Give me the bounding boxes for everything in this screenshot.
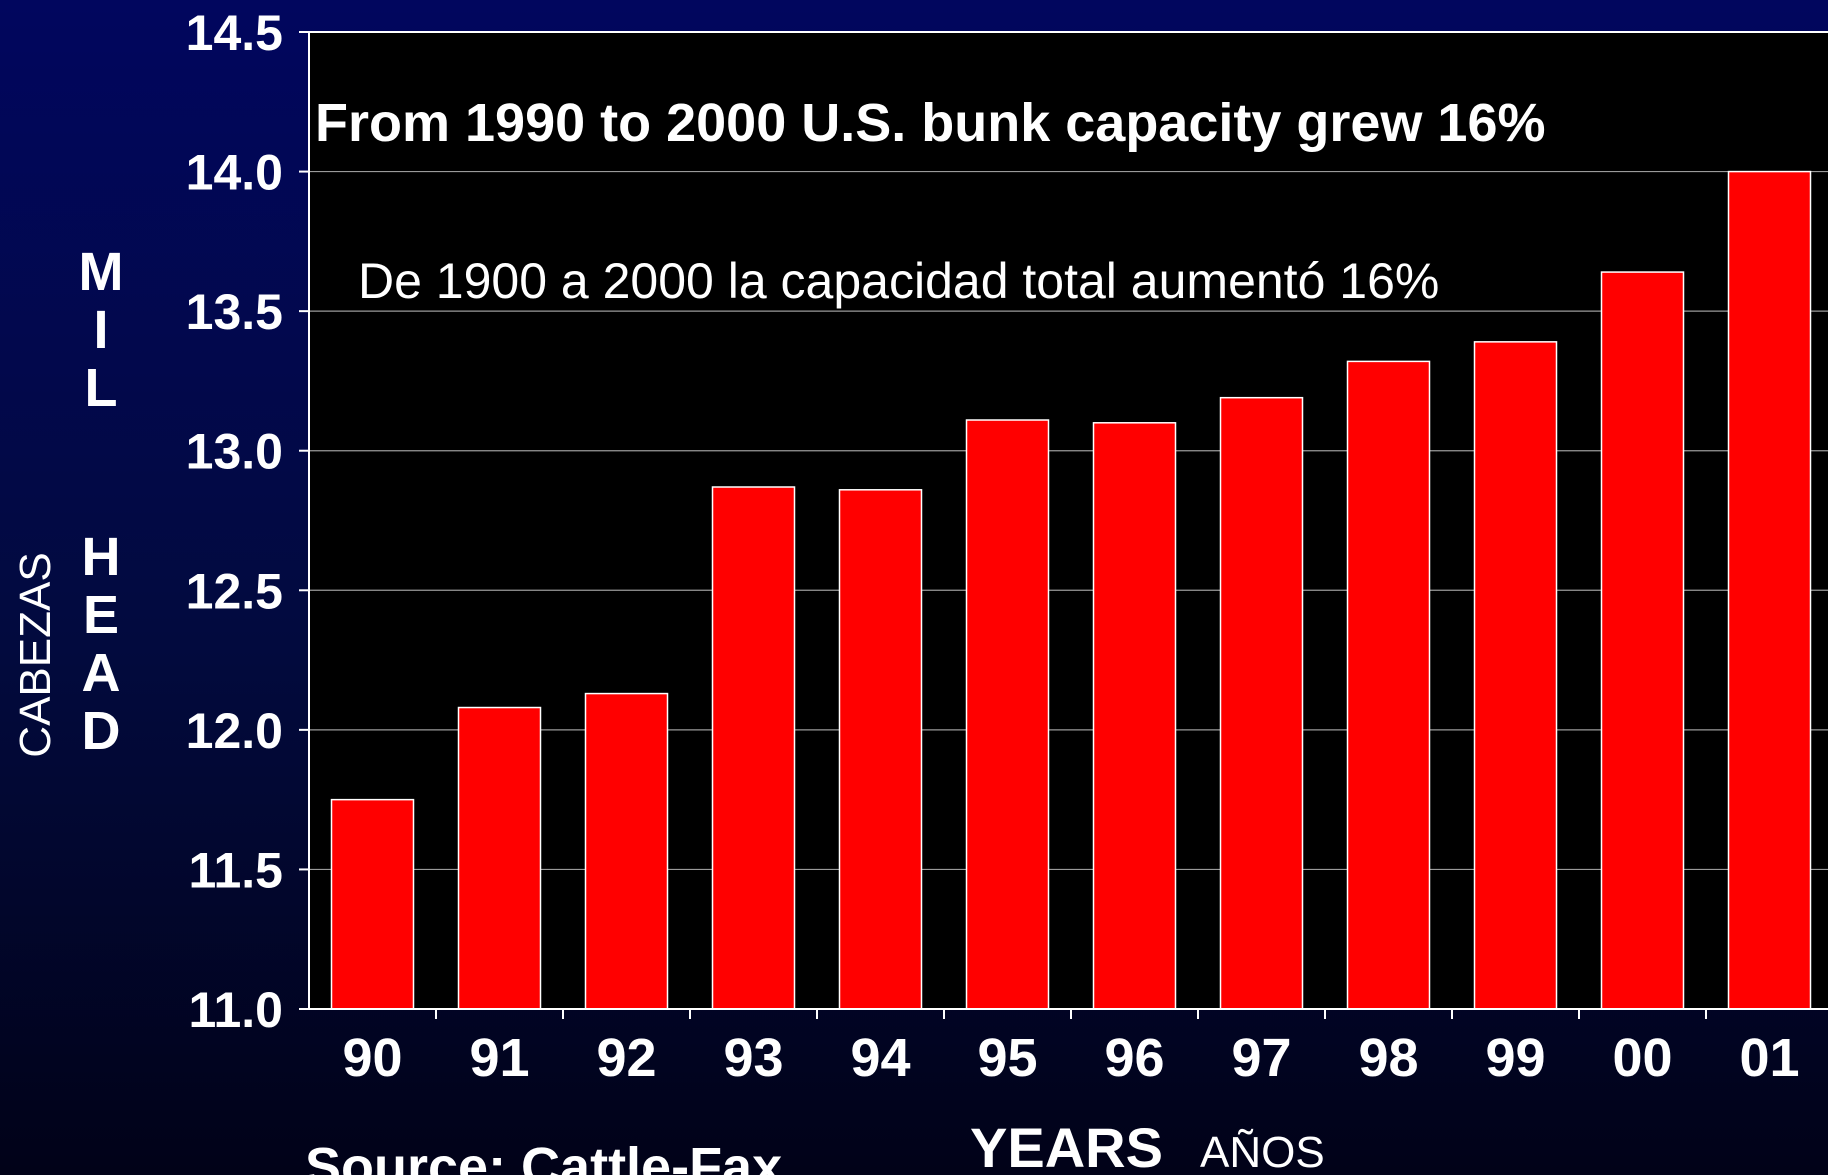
y-tick-label: 12.0 xyxy=(186,703,283,759)
y-tick-label: 11.0 xyxy=(188,982,283,1038)
y-tick-label: 13.0 xyxy=(186,424,283,480)
x-tick-label: 95 xyxy=(977,1028,1037,1088)
plot-area xyxy=(309,32,1828,1009)
bar-98 xyxy=(1346,360,1431,1010)
y-tick-label: 12.5 xyxy=(186,563,283,619)
x-tick-label: 90 xyxy=(342,1028,402,1088)
bar-91 xyxy=(457,706,542,1010)
x-tick-label: 97 xyxy=(1231,1028,1291,1088)
y-axis-label-letter: D xyxy=(82,701,121,761)
x-tick-label: 99 xyxy=(1485,1028,1545,1088)
y-axis-label-letter: M xyxy=(79,242,124,302)
bar-95 xyxy=(965,419,1050,1010)
x-tick-label: 92 xyxy=(596,1028,656,1088)
bar-00 xyxy=(1600,271,1685,1010)
bar-94 xyxy=(838,489,923,1010)
x-tick-labels: 90 91 92 93 94 95 96 97 98 99 00 01 xyxy=(342,1028,1799,1088)
bar-97 xyxy=(1219,396,1304,1010)
bar-96 xyxy=(1092,422,1177,1010)
bar-01 xyxy=(1727,170,1812,1010)
y-tick-label: 14.5 xyxy=(186,5,283,61)
y-axis-label-letter: I xyxy=(93,300,108,360)
bar-99 xyxy=(1473,341,1558,1010)
source-note: Source: Cattle-Fax xyxy=(305,1137,782,1175)
bar-92 xyxy=(584,692,669,1010)
y-axis-label-letter: E xyxy=(83,585,119,645)
annotation-english: From 1990 to 2000 U.S. bunk capacity gre… xyxy=(315,93,1546,153)
x-tick-label: 96 xyxy=(1104,1028,1164,1088)
y-tick-label: 13.5 xyxy=(186,284,283,340)
x-tick-label: 91 xyxy=(469,1028,529,1088)
x-tick-label: 01 xyxy=(1739,1028,1799,1088)
x-tick-label: 94 xyxy=(850,1028,910,1088)
x-axis-label-spanish: AÑOS xyxy=(1200,1127,1325,1175)
y-axis-label-letter: L xyxy=(85,358,118,418)
y-tick-label: 14.0 xyxy=(186,145,283,201)
annotation-spanish: De 1900 a 2000 la capacidad total aument… xyxy=(358,253,1439,309)
x-tick-label: 00 xyxy=(1612,1028,1672,1088)
bar-93 xyxy=(711,486,796,1010)
y-axis-label-letter: A xyxy=(82,643,121,703)
y-tick-labels: 11.0 11.5 12.0 12.5 13.0 13.5 14.0 14.5 xyxy=(186,5,283,1038)
y-axis-label-letter: H xyxy=(82,527,121,587)
x-tick-label: 98 xyxy=(1358,1028,1418,1088)
x-tick-label: 93 xyxy=(723,1028,783,1088)
gridlines xyxy=(309,31,1828,871)
axes xyxy=(299,31,1828,1019)
y-axis-label-spanish: CABEZAS xyxy=(11,552,60,757)
y-tick-label: 11.5 xyxy=(188,842,283,898)
bars xyxy=(330,170,1812,1010)
x-axis-label: YEARS xyxy=(970,1116,1163,1175)
bar-90 xyxy=(330,798,415,1010)
